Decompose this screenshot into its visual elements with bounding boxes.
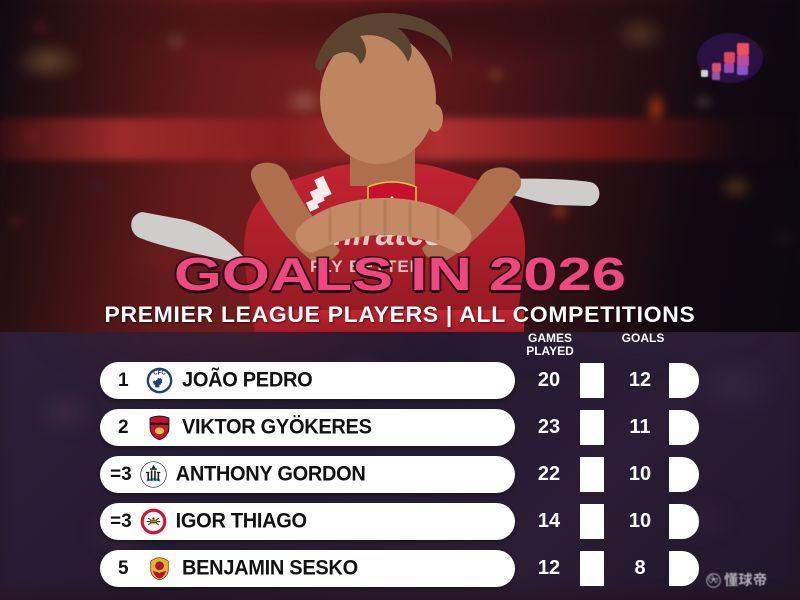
svg-text:CFC: CFC [153, 370, 166, 376]
